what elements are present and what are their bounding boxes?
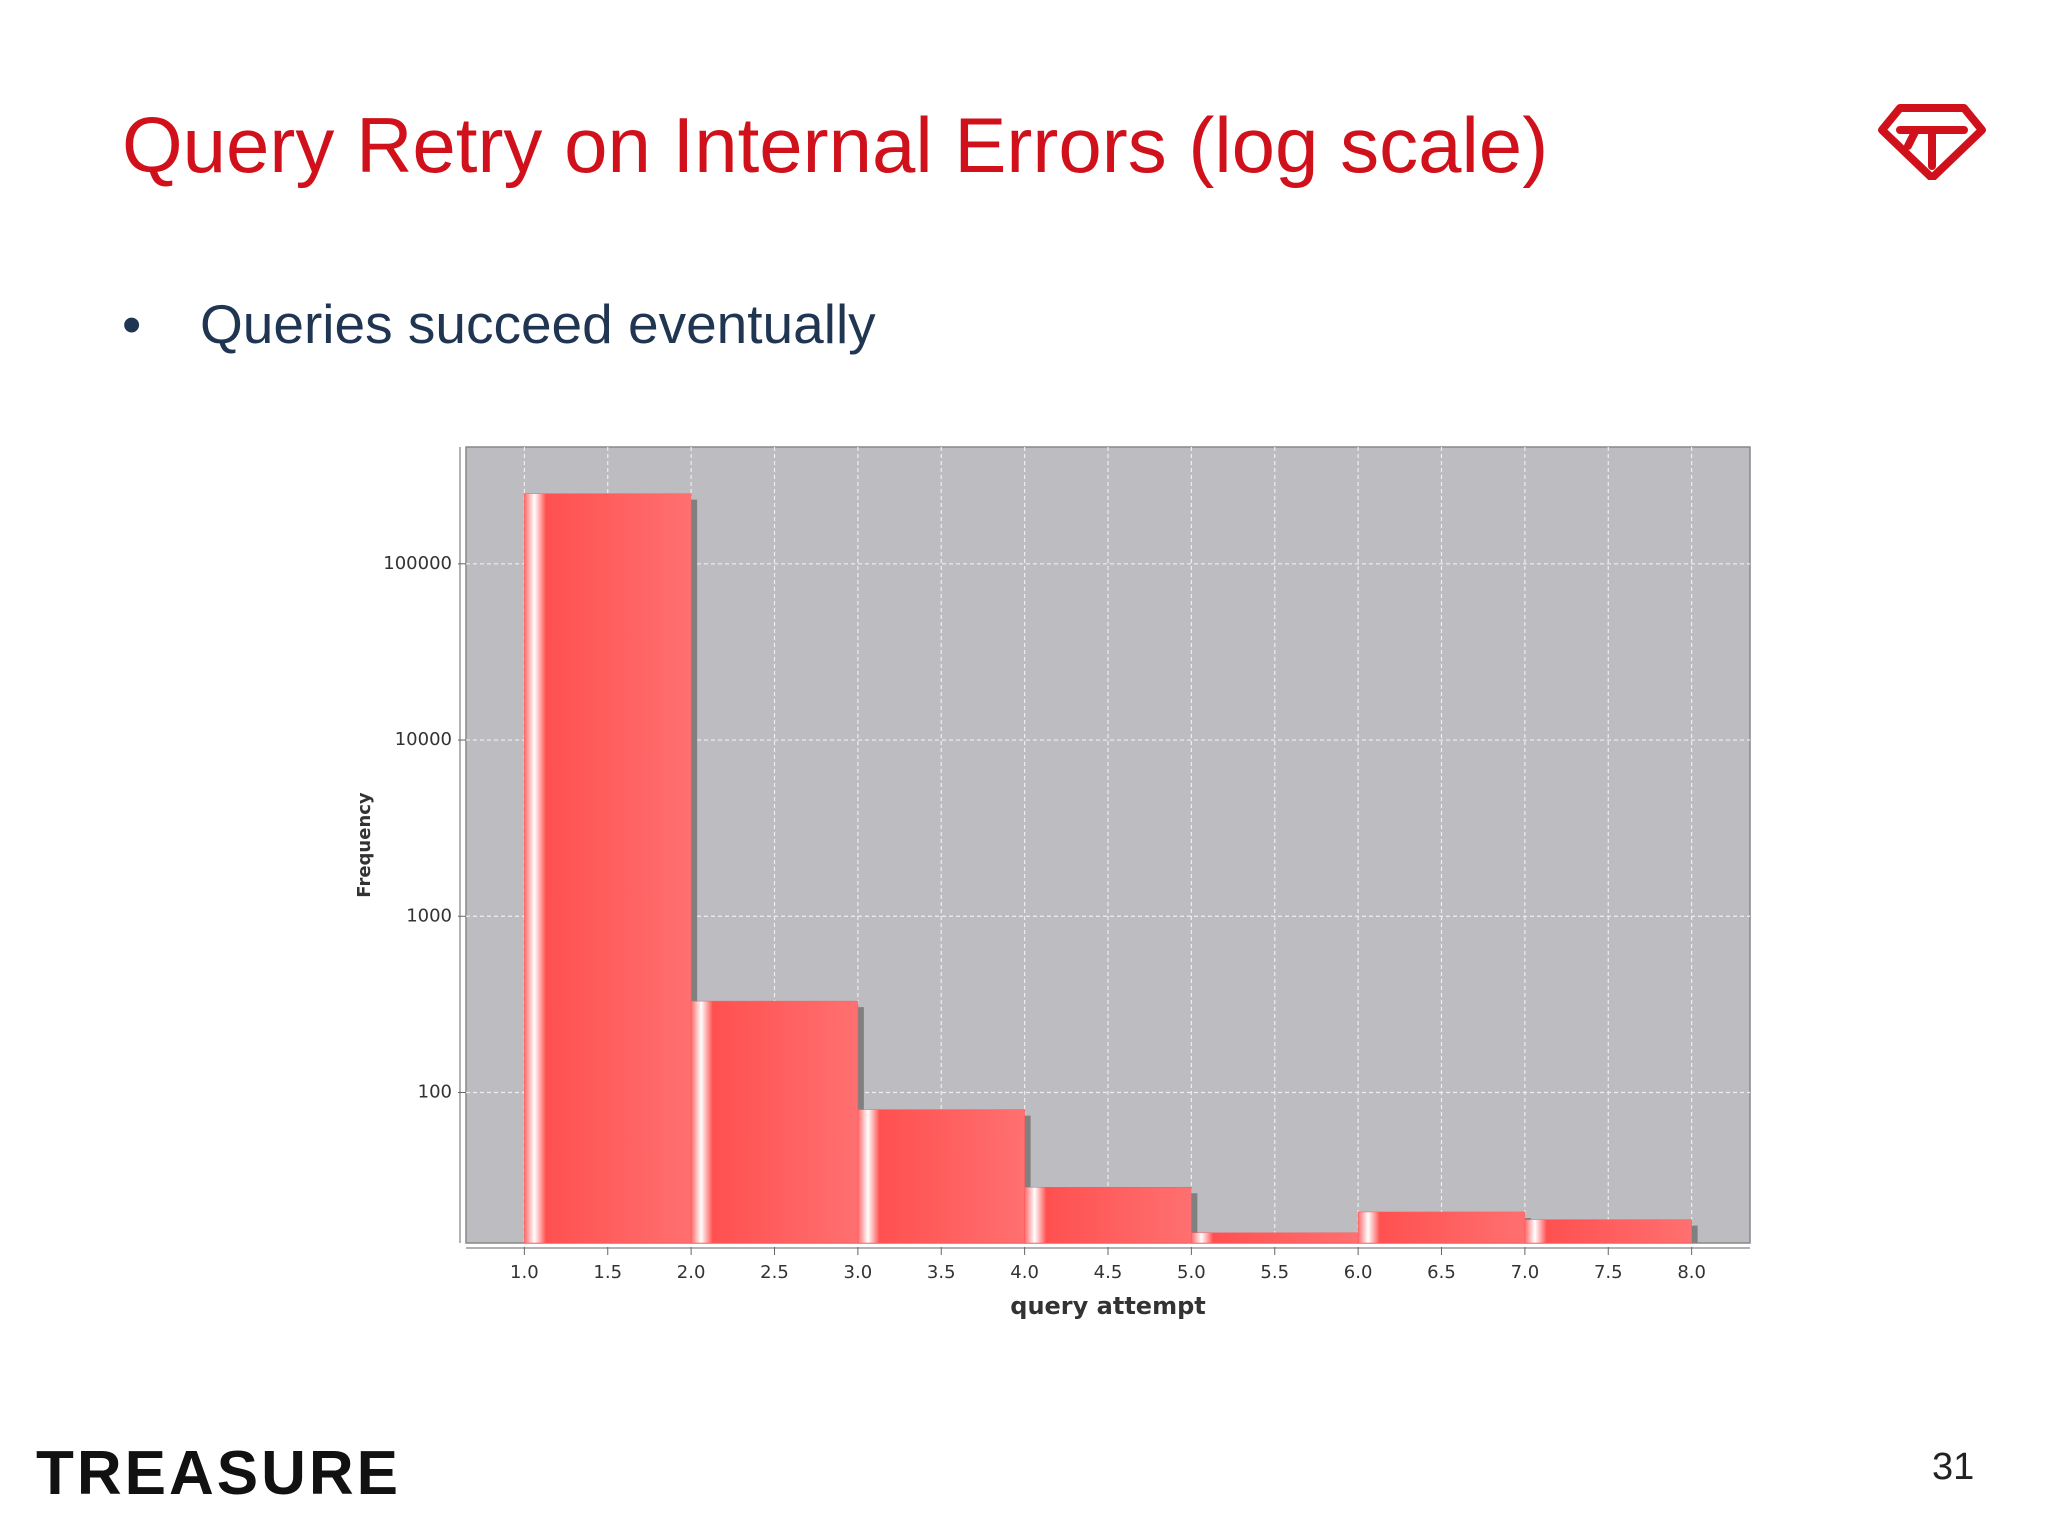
x-tick-label: 4.0 xyxy=(1010,1262,1039,1283)
x-tick-label: 1.0 xyxy=(510,1262,539,1283)
x-tick-label: 3.5 xyxy=(927,1262,956,1283)
y-axis-label: Frequency xyxy=(354,792,375,898)
bar xyxy=(690,1000,859,1244)
x-tick-label: 7.0 xyxy=(1511,1262,1540,1283)
y-tick-label: 100000 xyxy=(383,553,452,574)
x-tick-label: 2.5 xyxy=(760,1262,789,1283)
page-number: 31 xyxy=(1932,1446,1975,1488)
x-tick-label: 3.0 xyxy=(844,1262,873,1283)
bar xyxy=(524,493,692,1244)
x-tick-label: 8.0 xyxy=(1677,1262,1706,1283)
bar xyxy=(1191,1232,1359,1244)
x-tick-label: 5.0 xyxy=(1177,1262,1206,1283)
slide-title: Query Retry on Internal Errors (log scal… xyxy=(122,101,1549,189)
x-tick-label: 6.0 xyxy=(1344,1262,1373,1283)
x-tick-label: 7.5 xyxy=(1594,1262,1623,1283)
bullet-text: Queries succeed eventually xyxy=(200,293,876,355)
y-tick-label: 100 xyxy=(418,1082,452,1103)
x-tick-label: 5.5 xyxy=(1260,1262,1289,1283)
bar xyxy=(1024,1187,1192,1244)
x-tick-label: 4.5 xyxy=(1094,1262,1123,1283)
brand-logo: TREASURE xyxy=(36,1439,402,1508)
x-axis-label: query attempt xyxy=(1010,1292,1205,1320)
bar xyxy=(1524,1219,1692,1244)
x-tick-label: 2.0 xyxy=(677,1262,706,1283)
y-tick-label: 10000 xyxy=(395,729,452,750)
x-tick-label: 6.5 xyxy=(1427,1262,1456,1283)
bar xyxy=(1357,1211,1526,1244)
bullet: • Queries succeed eventually xyxy=(122,293,876,355)
logo-icon xyxy=(1878,104,1986,180)
y-tick-label: 1000 xyxy=(406,905,452,926)
x-tick-label: 1.5 xyxy=(593,1262,622,1283)
bar xyxy=(857,1109,1025,1244)
